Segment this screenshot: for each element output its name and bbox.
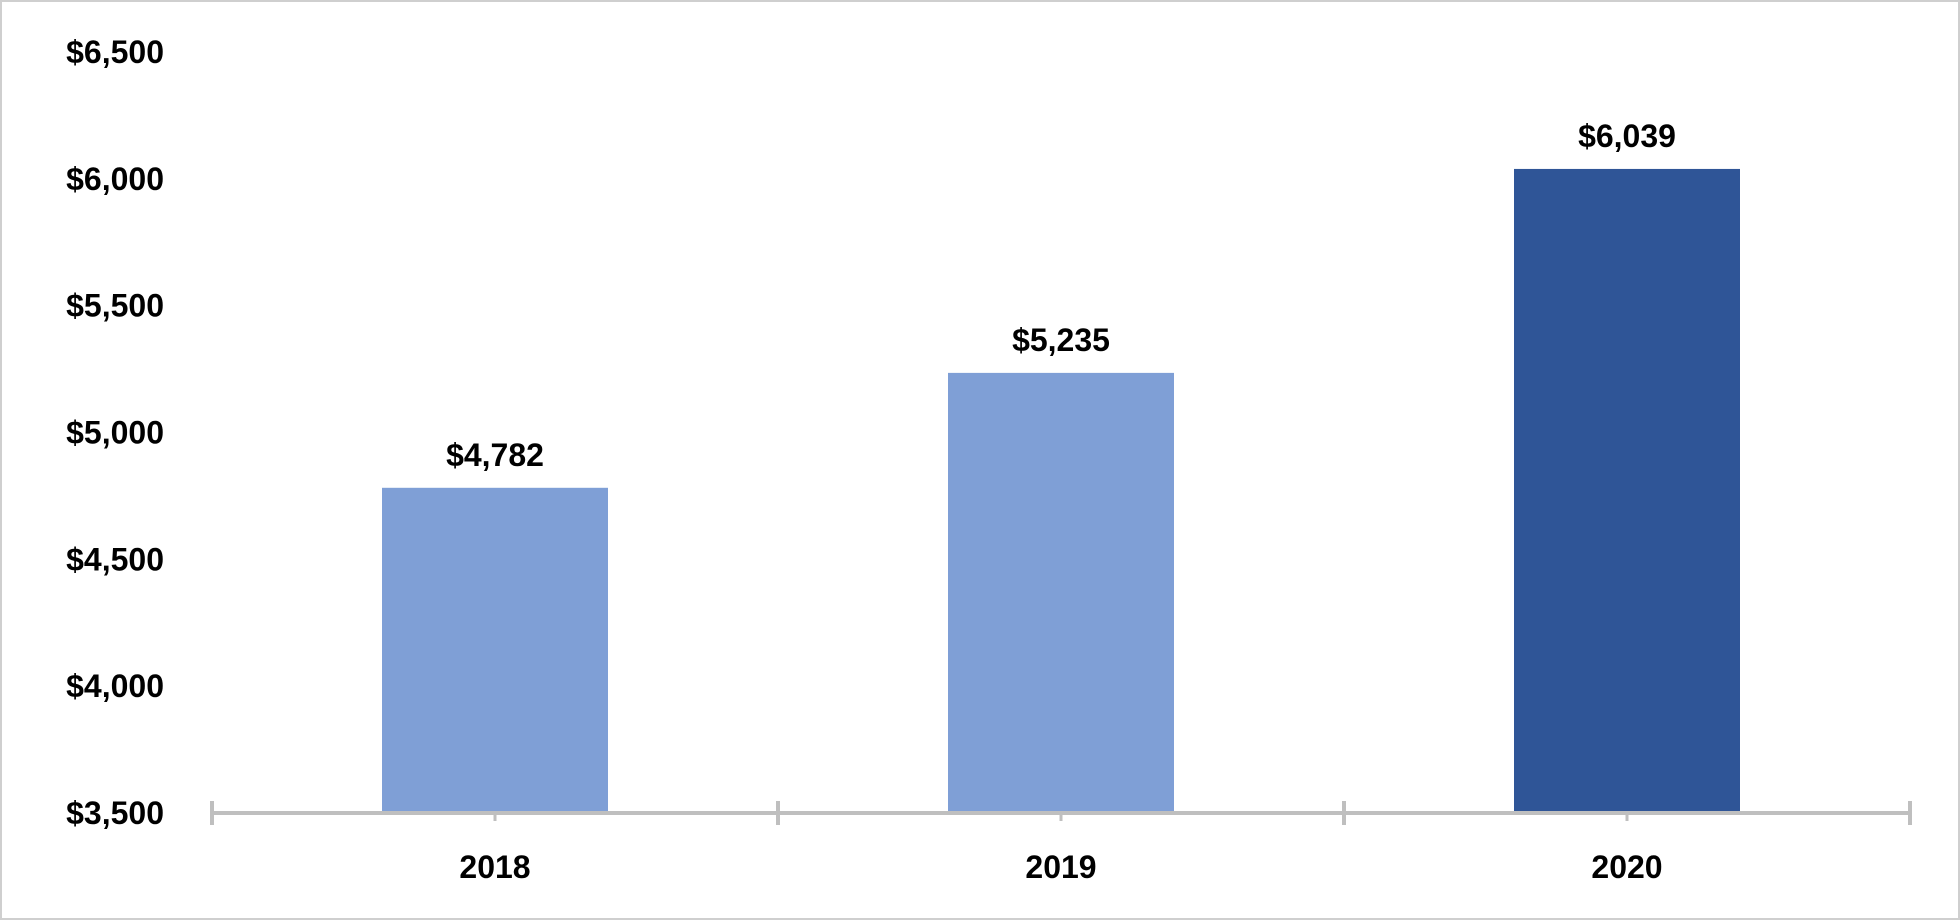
- bar-2018: [382, 487, 608, 813]
- y-tick-label: $4,500: [66, 541, 164, 577]
- y-tick-label: $4,000: [66, 668, 164, 704]
- y-tick-label: $5,500: [66, 288, 164, 324]
- y-tick-label: $3,500: [66, 795, 164, 831]
- bar-2019: [948, 372, 1174, 813]
- x-tick-label: 2019: [1025, 849, 1096, 885]
- bar-2020: [1514, 168, 1740, 814]
- y-tick-label: $5,000: [66, 415, 164, 451]
- x-tick-label: 2018: [459, 849, 530, 885]
- data-label-2019: $5,235: [1012, 322, 1110, 358]
- data-label-2020: $6,039: [1578, 118, 1676, 154]
- x-tick-label: 2020: [1591, 849, 1662, 885]
- y-tick-label: $6,000: [66, 161, 164, 197]
- y-tick-label: $6,500: [66, 34, 164, 70]
- data-label-2018: $4,782: [446, 437, 544, 473]
